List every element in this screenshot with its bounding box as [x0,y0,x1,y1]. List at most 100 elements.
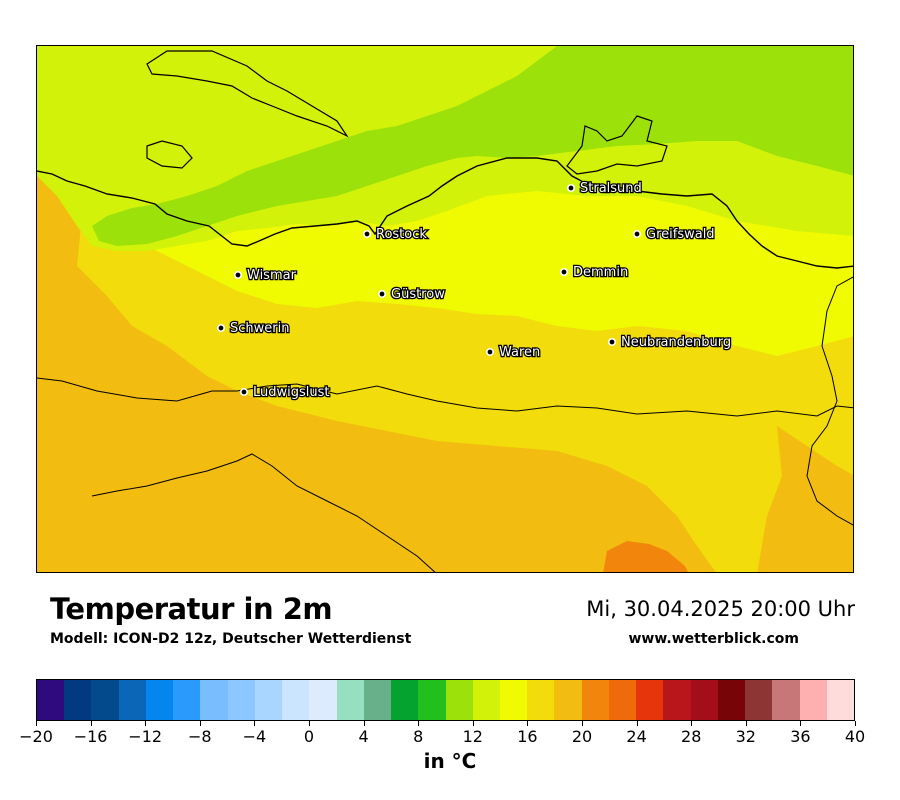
city-label: Ludwigslust [253,385,330,400]
colorbar-tick-label: 12 [462,727,483,746]
colorbar-segment [363,680,392,720]
colorbar-segment [527,680,555,720]
city-dot [607,337,616,346]
colorbar-segment [145,680,174,720]
forecast-datetime: Mi, 30.04.2025 20:00 Uhr [586,597,855,621]
colorbar-tick-mark [855,721,856,726]
colorbar-segment [64,680,92,720]
colorbar-tick-label: 36 [790,727,811,746]
colorbar-tick-mark [254,721,256,726]
state-border-2 [91,453,436,572]
city-label: Demmin [573,265,628,280]
colorbar-segment [499,680,528,720]
colorbar-tick-label: 8 [413,727,424,746]
temp-zone-18-20-east [757,426,853,572]
city-wismar: Wismar [234,267,298,284]
colorbar-segment [581,680,609,720]
colorbar-segment [418,680,446,720]
colorbar-segment [336,680,364,720]
city-label: Neubrandenburg [621,335,731,350]
coastline [37,157,853,269]
city-dot [566,184,575,193]
city-markers: Stralsund Rostock Greifswald Wismar Demmin Gü… [217,180,732,401]
colorbar-tick-label: 32 [735,727,756,746]
colorbar-segment [745,680,773,720]
city-dot [234,271,243,280]
city-dot [559,268,568,277]
colorbar-tick-mark [527,721,529,726]
city-dot [217,323,226,332]
city-waren: Waren [485,344,542,361]
colorbar-tick-label: 40 [844,727,866,746]
colorbar-segment [445,680,473,720]
colorbar-tick-mark [582,721,583,726]
colorbar-tick-label: 16 [517,727,538,746]
colorbar-segment [200,680,228,720]
colorbar-tick-label: −20 [19,727,53,746]
city-label: Rostock [376,227,427,242]
colorbar-segment [690,680,718,720]
colorbar-tick-mark [800,721,802,726]
colorbar-segment [826,680,855,720]
city-schwerin: Schwerin [217,320,291,337]
city-dot [240,387,249,396]
colorbar-ticks: −20 −16 −12 −8 −4 0 4 8 12 16 20 24 28 32 36 40 [19,721,865,751]
colorbar-tick-mark [745,721,747,726]
city-demmin: Demmin [559,264,629,281]
colorbar-tick-mark [36,721,37,726]
temp-zone-20-22 [603,541,688,572]
island-outline-3 [146,140,193,169]
colorbar-segment [663,680,691,720]
colorbar-tick-label: −8 [188,727,212,746]
website-link[interactable]: www.wetterblick.com [628,631,800,647]
colorbar-tick-mark [636,721,638,726]
colorbar-tick-mark [418,721,420,726]
colorbar-segment [717,680,746,720]
city-neubrandenburg: Neubrandenburg [607,334,732,351]
colorbar-segment [173,680,201,720]
colorbar-tick-label: −12 [128,727,163,746]
colorbar-tick-label: −4 [242,727,267,746]
colorbar-segment [554,680,582,720]
city-dot [485,347,494,356]
temp-zone-18-20 [37,161,716,572]
colorbar-tick-mark [90,721,92,726]
colorbar-segment [608,680,637,720]
city-label: Schwerin [230,321,289,336]
temperature-map: Stralsund Rostock Greifswald Wismar Demmin Gü… [36,45,854,573]
colorbar-tick-label: 20 [571,727,593,746]
colorbar [36,679,855,721]
city-label: Güstrow [391,287,445,302]
colorbar-tick-mark [309,721,310,726]
city-label: Wismar [247,268,297,283]
state-border-3 [806,276,853,526]
colorbar-segment [91,680,119,720]
colorbar-unit-label: in °C [423,749,477,773]
colorbar-tick-mark [691,721,693,726]
city-dot [377,290,386,299]
colorbar-segment [37,680,65,720]
city-label: Waren [499,345,540,360]
colorbar-tick-label: −16 [73,727,108,746]
colorbar-segment [227,680,255,720]
colorbar-tick-label: 24 [626,727,647,746]
colorbar-tick-mark [145,721,147,726]
city-güstrow: Güstrow [377,286,446,303]
city-greifswald: Greifswald [632,226,716,243]
colorbar-segment [118,680,146,720]
colorbar-tick-label: 4 [358,727,369,746]
colorbar-segment [636,680,664,720]
city-label: Stralsund [580,181,642,196]
city-dot [362,230,371,239]
state-border [37,377,853,417]
colorbar-tick-mark [199,721,201,726]
temp-zone-10-12 [92,46,853,246]
city-dot [632,230,641,239]
colorbar-tick-mark [363,721,365,726]
city-stralsund: Stralsund [566,180,643,197]
city-rostock: Rostock [362,226,429,243]
city-label: Greifswald [646,227,715,242]
island-outline [566,115,668,175]
colorbar-segment [772,680,800,720]
colorbar-segment [309,680,337,720]
